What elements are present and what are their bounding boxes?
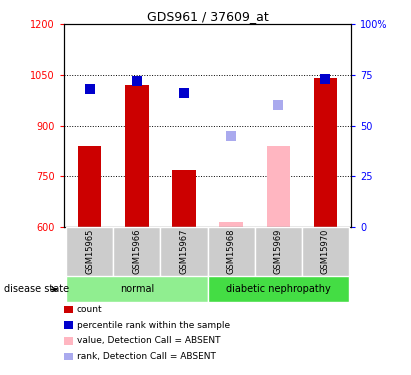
Text: percentile rank within the sample: percentile rank within the sample (77, 321, 230, 330)
Bar (172, 170, 196, 227)
Text: count: count (77, 305, 102, 314)
Text: GSM15969: GSM15969 (274, 228, 283, 274)
Point (275, 102, 282, 108)
Text: rank, Detection Call = ABSENT: rank, Detection Call = ABSENT (77, 352, 216, 361)
Bar (208, 227, 255, 276)
Point (134, 78, 140, 84)
Bar (255, 227, 302, 276)
Text: GSM15967: GSM15967 (180, 228, 189, 274)
Bar (208, 276, 349, 302)
Bar (266, 146, 290, 227)
Point (322, 76, 329, 82)
Bar (314, 78, 337, 227)
Bar (302, 227, 349, 276)
Point (86, 86, 93, 92)
Text: GSM15966: GSM15966 (132, 228, 141, 274)
Bar (66, 227, 113, 276)
Bar (113, 227, 160, 276)
Text: GSM15970: GSM15970 (321, 228, 330, 274)
Text: GSM15968: GSM15968 (226, 228, 236, 274)
Point (181, 90, 187, 96)
Text: diabetic nephropathy: diabetic nephropathy (226, 284, 331, 294)
Title: GDS961 / 37609_at: GDS961 / 37609_at (147, 10, 268, 23)
Point (228, 133, 234, 139)
Bar (160, 227, 208, 276)
Bar (125, 85, 149, 227)
Text: GSM15965: GSM15965 (85, 228, 94, 274)
Text: disease state: disease state (4, 285, 69, 294)
Text: normal: normal (120, 284, 154, 294)
Bar (219, 222, 243, 227)
Text: value, Detection Call = ABSENT: value, Detection Call = ABSENT (77, 336, 220, 345)
Bar (66, 276, 208, 302)
Bar (78, 146, 102, 227)
